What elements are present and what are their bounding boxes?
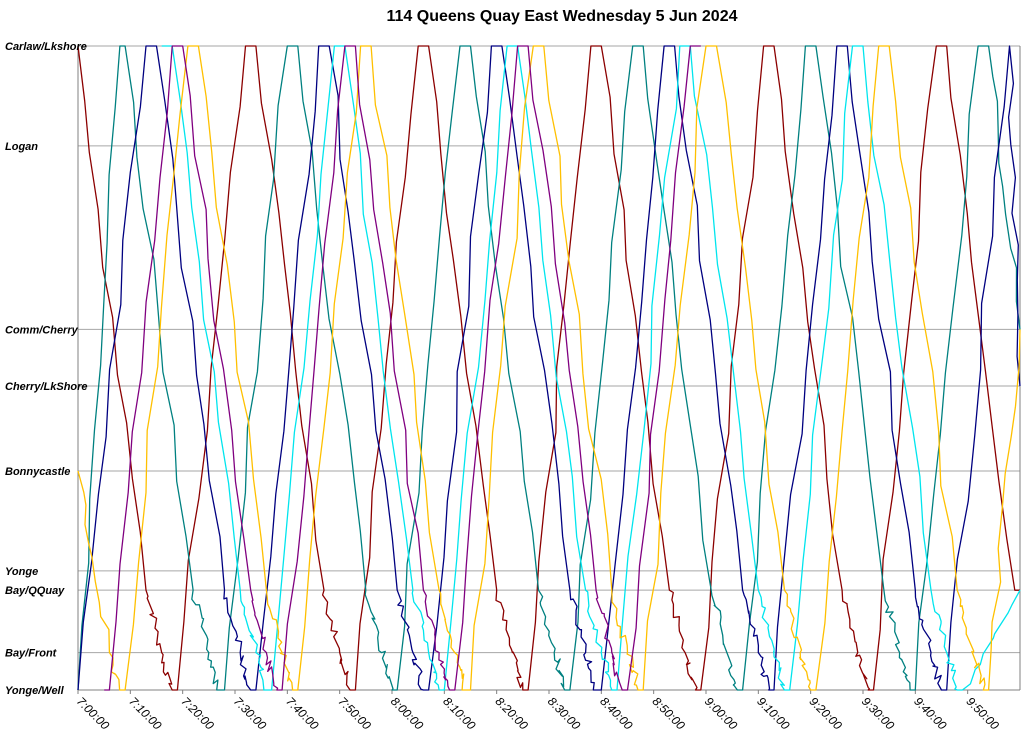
x-tick-label: 7:30:00 bbox=[231, 694, 269, 732]
x-tick-label: 8:20:00 bbox=[493, 694, 531, 732]
stop-label: Bonnycastle bbox=[5, 466, 70, 478]
x-tick-label: 8:00:00 bbox=[388, 694, 426, 732]
series-line-5 bbox=[104, 45, 701, 691]
stop-label: Logan bbox=[5, 141, 38, 153]
x-tick-label: 8:50:00 bbox=[650, 694, 688, 732]
series-line-0 bbox=[77, 45, 1020, 691]
stop-label: Bay/QQuay bbox=[5, 585, 65, 597]
x-tick-label: 7:10:00 bbox=[126, 694, 164, 732]
x-tick-label: 8:30:00 bbox=[545, 694, 583, 732]
series-line-3 bbox=[161, 45, 1021, 691]
x-tick-label: 7:50:00 bbox=[336, 694, 374, 732]
axis-layer bbox=[77, 46, 1021, 694]
x-tick-label: 9:10:00 bbox=[754, 694, 792, 732]
x-tick-label: 7:00:00 bbox=[74, 694, 112, 732]
stop-label: Carlaw/Lkshore bbox=[5, 41, 87, 53]
x-tick-label: 7:20:00 bbox=[179, 694, 217, 732]
x-tick-label: 9:40:00 bbox=[911, 694, 949, 732]
x-tick-label: 9:00:00 bbox=[702, 694, 740, 732]
stop-label: Bay/Front bbox=[5, 648, 58, 660]
series-line-1 bbox=[77, 45, 1021, 691]
stop-label: Yonge bbox=[5, 566, 38, 578]
series-line-2 bbox=[77, 45, 1021, 691]
series-layer bbox=[77, 45, 1021, 691]
x-tick-label: 7:40:00 bbox=[283, 694, 321, 732]
chart-title: 114 Queens Quay East Wednesday 5 Jun 202… bbox=[386, 8, 738, 25]
x-tick-label: 9:20:00 bbox=[807, 694, 845, 732]
x-tick-label: 8:40:00 bbox=[597, 694, 635, 732]
stop-label: Cherry/LkShore bbox=[5, 381, 88, 393]
x-tick-label: 9:50:00 bbox=[964, 694, 1002, 732]
x-tick-label: 9:30:00 bbox=[859, 694, 897, 732]
series-line-4 bbox=[77, 45, 1021, 691]
x-tick-label: 8:10:00 bbox=[440, 694, 478, 732]
grid-layer bbox=[78, 45, 1020, 691]
stop-label: Yonge/Well bbox=[5, 685, 65, 697]
stop-label: Comm/Cherry bbox=[5, 324, 79, 336]
